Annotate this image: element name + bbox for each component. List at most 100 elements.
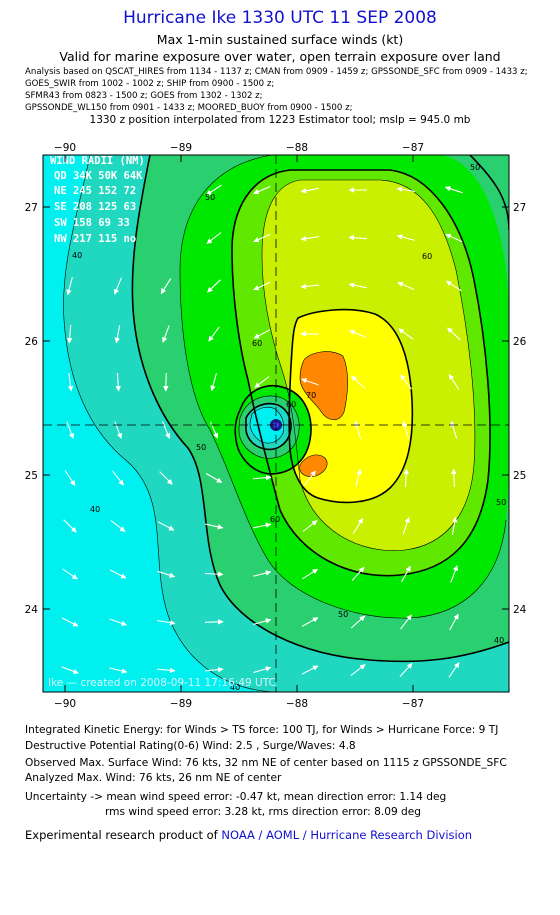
core-30kt	[250, 407, 284, 444]
wind-vector-arrow	[109, 618, 128, 626]
wind-vector-arrow	[66, 277, 73, 296]
lat-label: 25	[513, 470, 526, 482]
contour-label: 60	[270, 515, 280, 524]
wind-vector-arrow	[253, 570, 272, 577]
plot-frame	[42, 154, 510, 693]
lat-label: 26	[25, 336, 39, 348]
lon-label: −90	[54, 142, 76, 154]
wind-vector-arrow	[355, 468, 362, 487]
wind-vector-arrow	[401, 565, 411, 583]
wind-vector-arrow	[162, 325, 170, 343]
wind-vector-arrow	[157, 570, 176, 578]
wind-vector-arrow	[445, 233, 463, 243]
wind-vector-arrow	[61, 617, 79, 627]
wind-vector-arrow	[448, 662, 460, 678]
lon-label: −90	[54, 698, 76, 710]
wind-vector-arrow	[398, 328, 414, 340]
wind-vector-arrow	[302, 520, 318, 532]
noaa-link[interactable]: NOAA / AOML / Hurricane Research Divisio…	[221, 828, 473, 842]
wind-vector-arrow	[450, 565, 459, 583]
lat-label: 27	[513, 202, 526, 214]
wind-vector-arrow	[63, 519, 77, 533]
wind-vector-arrow	[66, 421, 75, 439]
contour-label: 40	[494, 636, 504, 645]
latitude-labels-left: 27 26 25 24	[25, 202, 39, 616]
wind-vector-arrow	[354, 420, 362, 439]
wind-vector-arrow	[397, 281, 415, 291]
wind-vector-arrow	[300, 283, 320, 290]
wind-radii-row-nw: NW 217 115 no	[54, 233, 136, 245]
latitude-labels-right: 27 26 25 24	[513, 202, 527, 616]
wind-contours: 50 40 50 60 60 60 70 50 60 40 50 40 50 4…	[43, 155, 509, 692]
source-line-4: GPSSONDE_WL150 from 0901 - 1433 z; MOORE…	[25, 103, 353, 113]
source-line-1: Analysis based on QSCAT_HIRES from 1134 …	[25, 67, 528, 77]
wind-vector-arrow	[114, 325, 121, 344]
wind-vector-arrow	[300, 235, 319, 242]
band-90kt-south	[299, 454, 328, 477]
contour-label: 40	[230, 683, 240, 692]
wind-vector-arrow	[206, 184, 222, 196]
wind-vector-arrow	[300, 378, 319, 386]
center-crosshair	[43, 155, 509, 692]
lat-label: 27	[25, 202, 38, 214]
wind-radii-row-ne: NE 245 152 72	[54, 185, 136, 197]
wind-vector-arrow	[67, 373, 74, 392]
contour-label: 60	[422, 252, 432, 261]
wind-vector-arrow	[115, 372, 122, 392]
wind-vector-arrow	[204, 666, 224, 673]
longitude-labels-top: −90 −89 −88 −87	[54, 142, 424, 154]
wind-vector-arrow	[66, 324, 73, 344]
wind-vector-arrow	[114, 421, 123, 439]
contour-label: 50	[496, 498, 506, 507]
lat-label: 25	[25, 470, 38, 482]
wind-radii-header: QD 34K 50K 64K	[54, 170, 143, 182]
wind-vector-arrow	[396, 234, 415, 241]
wind-vector-arrow	[208, 326, 220, 342]
wind-vectors	[61, 184, 463, 678]
wind-vector-arrow	[253, 233, 271, 243]
uncertainty-line-1: Uncertainty -> mean wind speed error: -0…	[25, 791, 447, 803]
contour-label: 50	[470, 163, 480, 172]
wind-vector-arrow	[396, 186, 415, 193]
contour-label: 60	[252, 339, 262, 348]
wind-vector-arrow	[253, 281, 271, 291]
wind-field-map: 50 40 50 60 60 60 70 50 60 40 50 40 50 4…	[25, 142, 527, 710]
lat-label: 24	[25, 604, 39, 616]
wind-vector-arrow	[157, 521, 175, 531]
wind-vector-arrow	[253, 666, 272, 674]
longitude-labels-bottom: −90 −89 −88 −87	[54, 698, 424, 710]
lon-label: −87	[402, 698, 424, 710]
wind-vector-arrow	[400, 374, 412, 390]
wind-vector-arrow	[300, 187, 319, 194]
wind-vector-arrow	[209, 421, 219, 439]
wind-vector-arrow	[445, 280, 462, 292]
lon-label: −88	[286, 142, 308, 154]
wind-vector-arrow	[451, 468, 457, 488]
contour-label: 40	[90, 505, 100, 514]
map-subtitle-exposure: Valid for marine exposure over water, op…	[59, 49, 501, 64]
wind-vector-arrow	[301, 617, 319, 627]
contour-label: 40	[72, 251, 82, 260]
wind-vector-arrow	[204, 571, 224, 577]
wind-vector-arrow	[253, 618, 272, 625]
wind-vector-arrow	[301, 665, 319, 675]
wind-vector-arrow	[61, 666, 79, 675]
ike-text: Integrated Kinetic Energy: for Winds > T…	[25, 724, 499, 736]
wind-vector-arrow	[349, 329, 367, 339]
lon-label: −87	[402, 142, 424, 154]
wind-vector-arrow	[348, 234, 368, 241]
product-credit: Experimental research product of NOAA / …	[25, 828, 472, 842]
product-prefix: Experimental research product of	[25, 828, 222, 842]
contour-labels: 50 40 50 60 60 60 70 50 60 40 50 40 50 4…	[72, 163, 506, 692]
wind-vector-arrow	[448, 373, 460, 390]
contour-label: 60	[286, 400, 296, 409]
lon-label: −89	[170, 142, 192, 154]
created-credit: Ike — created on 2008-09-11 17:16:49 UTC	[48, 677, 276, 689]
wind-vector-arrow	[109, 569, 127, 579]
analyzed-max-text: Analyzed Max. Wind: 76 kts, 26 nm NE of …	[25, 772, 282, 784]
wind-radii-table: WIND RADII (NM) QD 34K 50K 64K NE 245 15…	[50, 155, 145, 245]
contour-label: 50	[205, 193, 215, 202]
wind-vector-arrow	[62, 568, 78, 580]
wind-radii-row-se: SE 208 125 63	[54, 201, 136, 213]
wind-vector-arrow	[210, 373, 217, 392]
